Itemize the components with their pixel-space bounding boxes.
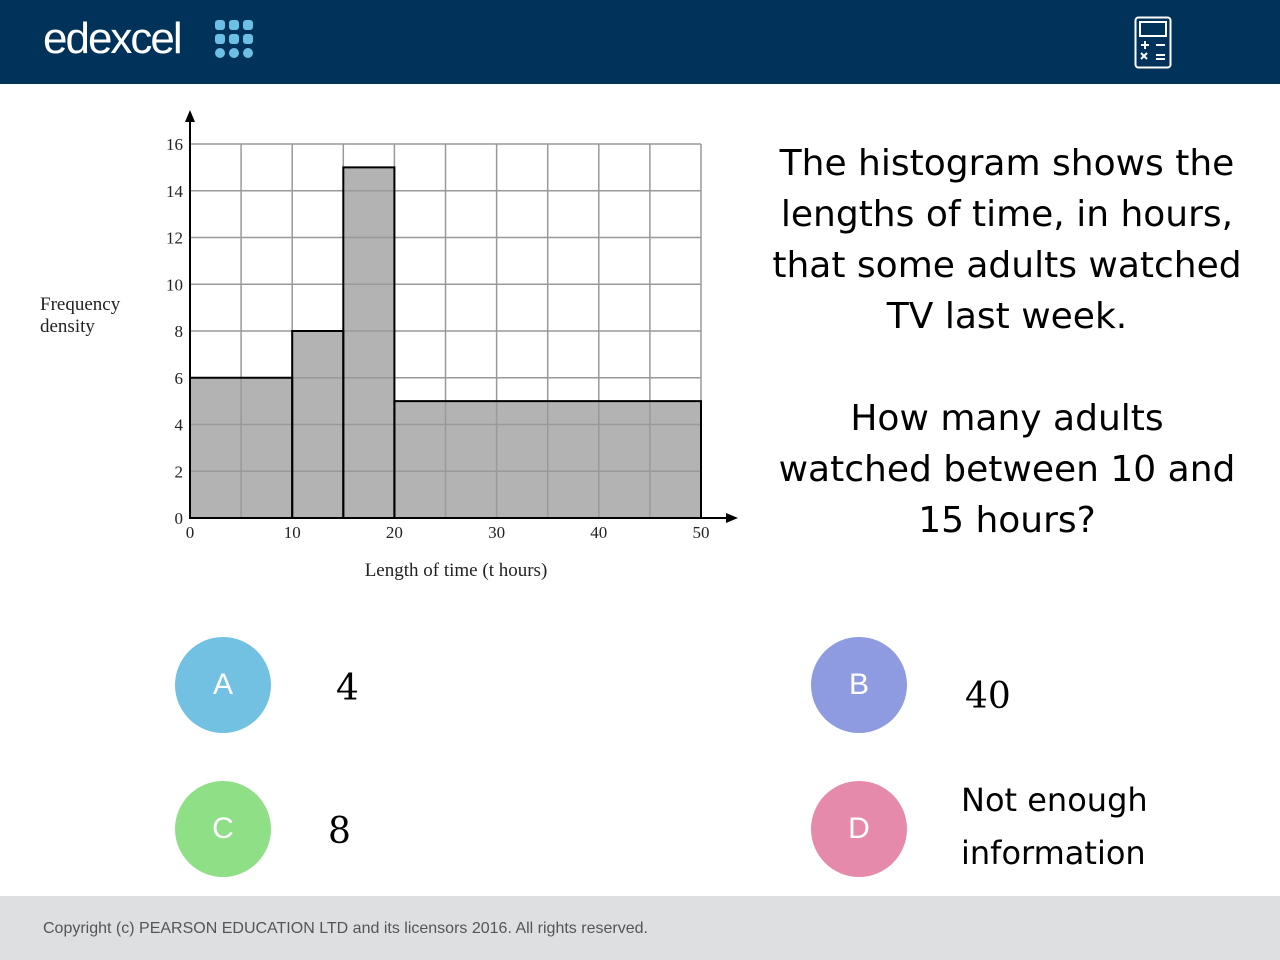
x-axis-arrow <box>726 513 738 523</box>
copyright-text: Copyright (c) PEARSON EDUCATION LTD and … <box>43 920 648 937</box>
y-tick-label: 0 <box>175 509 184 528</box>
option-c-button[interactable]: C <box>175 781 271 877</box>
option-d-button[interactable]: D <box>811 781 907 877</box>
footer: Copyright (c) PEARSON EDUCATION LTD and … <box>0 896 1280 960</box>
calculator-icon[interactable] <box>1134 16 1172 70</box>
question-prompt: How many adults watched between 10 and 1… <box>778 398 1236 541</box>
y-tick-label: 2 <box>175 462 184 481</box>
option-d-line1: Not enough <box>961 781 1148 819</box>
y-tick-label: 6 <box>175 369 184 388</box>
option-d-line2: information <box>961 834 1146 872</box>
question-context: The histogram shows the lengths of time,… <box>772 143 1242 337</box>
y-tick-label: 8 <box>175 322 184 341</box>
x-tick-label: 40 <box>590 523 607 542</box>
dot-grid-icon <box>215 20 253 58</box>
header-bar: edexcel <box>0 0 1280 84</box>
y-tick-label: 14 <box>166 182 184 201</box>
y-tick-label: 10 <box>166 275 183 294</box>
x-tick-label: 50 <box>693 523 710 542</box>
y-tick-label: 4 <box>175 416 184 435</box>
option-a-button[interactable]: A <box>175 637 271 733</box>
histogram-bar <box>343 167 395 518</box>
option-d-answer[interactable]: Not enough information <box>961 774 1148 880</box>
edexcel-logo: edexcel <box>43 14 183 63</box>
x-tick-label: 0 <box>186 523 195 542</box>
x-axis-label: Length of time (t hours) <box>365 560 548 581</box>
y-axis-label: density <box>40 316 95 337</box>
option-b-answer[interactable]: 40 <box>965 676 1011 717</box>
option-c-answer[interactable]: 8 <box>328 811 351 852</box>
option-b-button[interactable]: B <box>811 637 907 733</box>
y-axis-label: Frequency <box>40 294 121 315</box>
y-tick-label: 16 <box>166 135 183 154</box>
y-axis-arrow <box>185 110 195 122</box>
histogram-chart: 0 10 20 30 40 50 0 2 4 6 8 10 12 14 16 Frequency densi… <box>40 110 738 581</box>
x-tick-label: 10 <box>284 523 301 542</box>
question-text: The histogram shows the lengths of time,… <box>770 138 1244 546</box>
y-tick-label: 12 <box>166 229 183 248</box>
x-tick-label: 20 <box>386 523 403 542</box>
x-tick-label: 30 <box>488 523 505 542</box>
option-a-answer[interactable]: 4 <box>336 668 359 709</box>
